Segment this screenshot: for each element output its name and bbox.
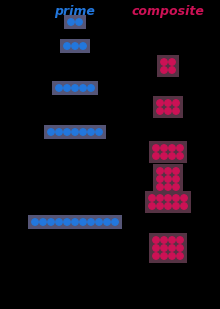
Circle shape bbox=[72, 43, 78, 49]
Circle shape bbox=[72, 85, 78, 91]
FancyBboxPatch shape bbox=[60, 39, 90, 53]
Circle shape bbox=[153, 253, 159, 259]
FancyBboxPatch shape bbox=[145, 191, 191, 213]
Circle shape bbox=[56, 219, 62, 225]
Circle shape bbox=[157, 168, 163, 174]
Circle shape bbox=[177, 153, 183, 159]
Circle shape bbox=[48, 219, 54, 225]
Circle shape bbox=[153, 153, 159, 159]
Circle shape bbox=[157, 100, 163, 106]
Circle shape bbox=[80, 43, 86, 49]
Circle shape bbox=[64, 129, 70, 135]
Circle shape bbox=[56, 129, 62, 135]
Circle shape bbox=[165, 100, 171, 106]
Circle shape bbox=[32, 219, 38, 225]
Circle shape bbox=[56, 85, 62, 91]
Circle shape bbox=[161, 237, 167, 243]
Circle shape bbox=[161, 67, 167, 73]
Circle shape bbox=[173, 108, 179, 114]
Circle shape bbox=[112, 219, 118, 225]
Circle shape bbox=[157, 176, 163, 182]
Circle shape bbox=[165, 195, 171, 201]
Circle shape bbox=[181, 195, 187, 201]
Circle shape bbox=[169, 59, 175, 65]
Circle shape bbox=[64, 43, 70, 49]
Circle shape bbox=[157, 184, 163, 190]
Circle shape bbox=[161, 245, 167, 251]
Text: prime: prime bbox=[55, 5, 95, 18]
Circle shape bbox=[173, 176, 179, 182]
Circle shape bbox=[64, 219, 70, 225]
Circle shape bbox=[169, 245, 175, 251]
Circle shape bbox=[169, 237, 175, 243]
FancyBboxPatch shape bbox=[28, 215, 122, 229]
Circle shape bbox=[165, 168, 171, 174]
FancyBboxPatch shape bbox=[153, 164, 183, 194]
Circle shape bbox=[149, 195, 155, 201]
Circle shape bbox=[40, 219, 46, 225]
Circle shape bbox=[165, 108, 171, 114]
Circle shape bbox=[153, 145, 159, 151]
Circle shape bbox=[72, 219, 78, 225]
FancyBboxPatch shape bbox=[44, 125, 106, 139]
Circle shape bbox=[64, 85, 70, 91]
Circle shape bbox=[88, 85, 94, 91]
FancyBboxPatch shape bbox=[153, 96, 183, 118]
Circle shape bbox=[96, 129, 102, 135]
Circle shape bbox=[80, 219, 86, 225]
Circle shape bbox=[165, 176, 171, 182]
Circle shape bbox=[173, 195, 179, 201]
Circle shape bbox=[173, 100, 179, 106]
Circle shape bbox=[177, 145, 183, 151]
FancyBboxPatch shape bbox=[64, 15, 86, 29]
Circle shape bbox=[161, 153, 167, 159]
Circle shape bbox=[48, 129, 54, 135]
Circle shape bbox=[161, 59, 167, 65]
FancyBboxPatch shape bbox=[52, 81, 98, 95]
Circle shape bbox=[157, 108, 163, 114]
Circle shape bbox=[173, 203, 179, 209]
Circle shape bbox=[169, 153, 175, 159]
Circle shape bbox=[165, 203, 171, 209]
Circle shape bbox=[177, 253, 183, 259]
Circle shape bbox=[153, 237, 159, 243]
Text: composite: composite bbox=[132, 5, 204, 18]
Circle shape bbox=[181, 203, 187, 209]
Circle shape bbox=[72, 129, 78, 135]
Circle shape bbox=[173, 168, 179, 174]
Circle shape bbox=[161, 253, 167, 259]
Circle shape bbox=[161, 145, 167, 151]
Circle shape bbox=[76, 19, 82, 25]
Circle shape bbox=[96, 219, 102, 225]
Circle shape bbox=[165, 184, 171, 190]
Circle shape bbox=[149, 203, 155, 209]
Circle shape bbox=[88, 219, 94, 225]
FancyBboxPatch shape bbox=[157, 55, 179, 77]
Circle shape bbox=[169, 145, 175, 151]
Circle shape bbox=[68, 19, 74, 25]
Circle shape bbox=[177, 245, 183, 251]
Circle shape bbox=[88, 129, 94, 135]
Circle shape bbox=[173, 184, 179, 190]
Circle shape bbox=[177, 237, 183, 243]
Circle shape bbox=[157, 195, 163, 201]
Circle shape bbox=[157, 203, 163, 209]
Circle shape bbox=[80, 85, 86, 91]
FancyBboxPatch shape bbox=[149, 141, 187, 163]
Circle shape bbox=[80, 129, 86, 135]
Circle shape bbox=[169, 253, 175, 259]
Circle shape bbox=[104, 219, 110, 225]
Circle shape bbox=[169, 67, 175, 73]
FancyBboxPatch shape bbox=[149, 233, 187, 263]
Circle shape bbox=[153, 245, 159, 251]
